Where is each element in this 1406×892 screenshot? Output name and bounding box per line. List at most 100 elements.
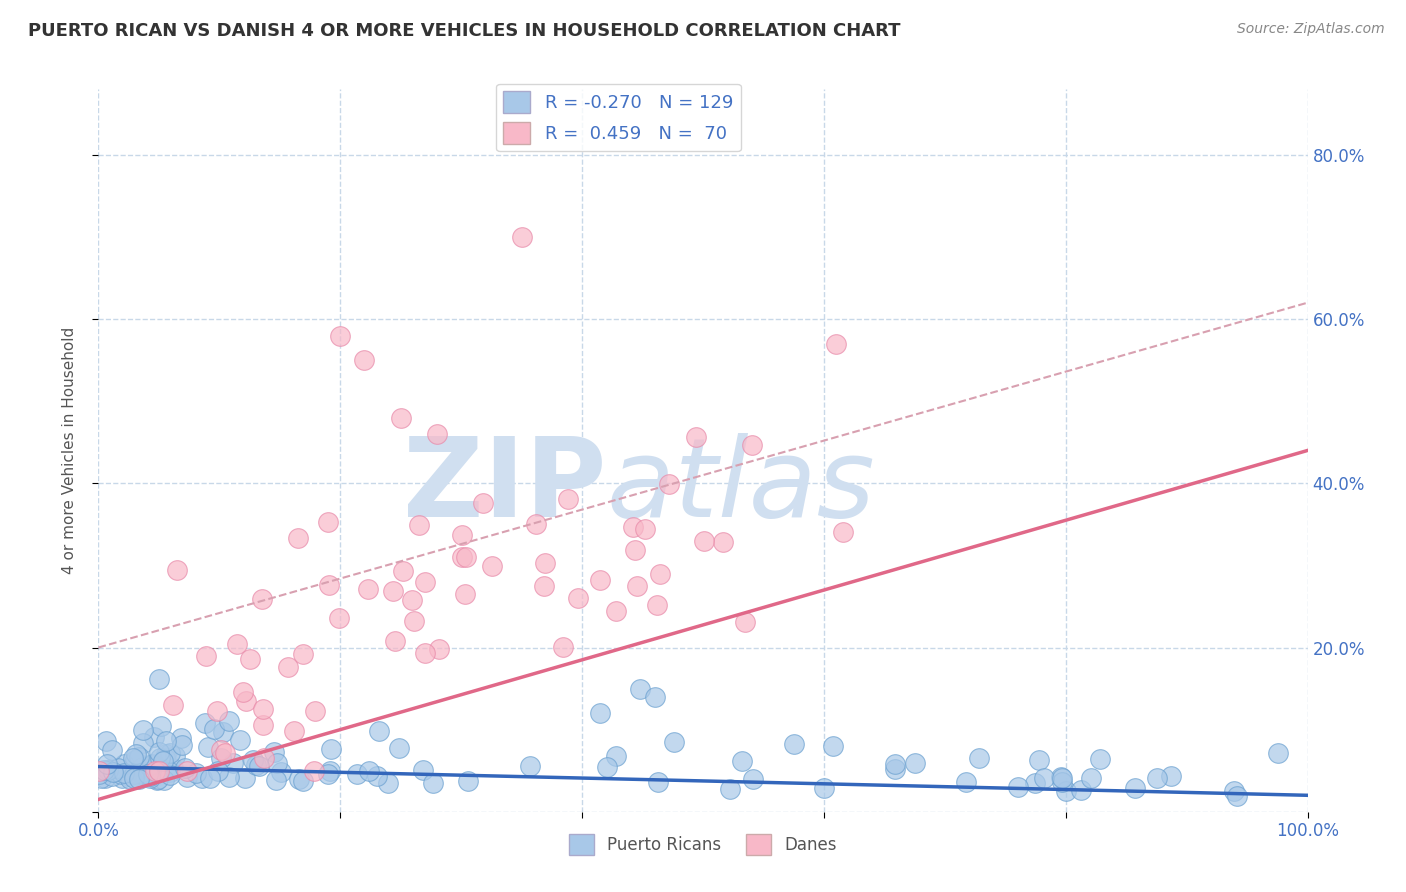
Point xyxy=(90,771,112,785)
Point xyxy=(359,764,381,778)
Point xyxy=(97,763,120,777)
Point xyxy=(404,615,426,629)
Point xyxy=(605,749,627,764)
Point xyxy=(152,772,174,787)
Point xyxy=(122,767,145,781)
Point xyxy=(377,776,399,790)
Point xyxy=(650,567,672,582)
Point xyxy=(235,694,257,708)
Point xyxy=(481,559,503,574)
Point xyxy=(96,757,118,772)
Point xyxy=(111,772,134,786)
Point xyxy=(621,520,644,534)
Point xyxy=(207,764,229,779)
Point xyxy=(107,761,129,775)
Point xyxy=(174,761,197,775)
Point xyxy=(823,739,845,753)
Point xyxy=(782,737,804,751)
Point xyxy=(120,765,142,780)
Point xyxy=(1054,784,1077,798)
Point xyxy=(214,746,236,760)
Point xyxy=(884,762,907,776)
Point xyxy=(145,766,167,780)
Point xyxy=(169,731,191,745)
Point xyxy=(1050,770,1073,784)
Point xyxy=(122,771,145,785)
Point xyxy=(211,724,233,739)
Point xyxy=(148,673,170,687)
Point xyxy=(292,648,315,662)
Point xyxy=(408,517,430,532)
Point xyxy=(122,750,145,764)
Point xyxy=(451,528,474,542)
Text: PUERTO RICAN VS DANISH 4 OR MORE VEHICLES IN HOUSEHOLD CORRELATION CHART: PUERTO RICAN VS DANISH 4 OR MORE VEHICLE… xyxy=(28,22,901,40)
Point xyxy=(1028,753,1050,767)
Point xyxy=(316,515,339,529)
Point xyxy=(534,556,557,570)
Point xyxy=(1007,780,1029,795)
Point xyxy=(270,765,292,780)
Point xyxy=(903,756,925,771)
Point xyxy=(382,584,405,599)
Point xyxy=(141,757,163,772)
Point xyxy=(205,704,228,718)
Point xyxy=(742,772,765,786)
Point xyxy=(250,591,273,606)
Point xyxy=(166,563,188,577)
Point xyxy=(87,767,110,781)
Point xyxy=(94,733,117,747)
Point xyxy=(239,652,262,666)
Point xyxy=(346,767,368,781)
Point xyxy=(218,714,240,728)
Point xyxy=(318,578,340,592)
Point xyxy=(319,764,342,779)
Point xyxy=(143,730,166,744)
Point xyxy=(139,769,162,783)
Point xyxy=(226,636,249,650)
Point xyxy=(685,430,707,444)
Point xyxy=(118,772,141,786)
Point xyxy=(136,767,159,781)
Point xyxy=(194,648,217,663)
Point xyxy=(389,410,412,425)
Point xyxy=(329,328,352,343)
Point xyxy=(152,754,174,768)
Point xyxy=(221,756,243,770)
Point xyxy=(292,774,315,789)
Point xyxy=(557,492,579,507)
Point xyxy=(658,477,681,491)
Point xyxy=(519,759,541,773)
Point xyxy=(471,496,494,510)
Point xyxy=(128,749,150,764)
Point xyxy=(1050,772,1073,786)
Point xyxy=(1070,783,1092,797)
Point xyxy=(605,604,627,618)
Point xyxy=(176,770,198,784)
Point xyxy=(287,531,309,545)
Point xyxy=(589,573,612,587)
Point xyxy=(141,757,163,772)
Point xyxy=(356,582,378,597)
Point xyxy=(832,524,855,539)
Point xyxy=(1050,775,1073,789)
Point xyxy=(1226,789,1249,803)
Point xyxy=(101,743,124,757)
Point xyxy=(813,780,835,795)
Point xyxy=(263,745,285,759)
Point xyxy=(427,642,450,657)
Point xyxy=(159,768,181,782)
Point xyxy=(159,764,181,779)
Point xyxy=(457,773,479,788)
Point xyxy=(384,633,406,648)
Text: atlas: atlas xyxy=(606,434,875,540)
Point xyxy=(194,715,217,730)
Point xyxy=(242,753,264,767)
Point xyxy=(456,550,478,565)
Text: ZIP: ZIP xyxy=(404,434,606,540)
Point xyxy=(589,706,612,720)
Point xyxy=(101,765,124,780)
Point xyxy=(955,774,977,789)
Point xyxy=(218,770,240,784)
Point xyxy=(388,740,411,755)
Point xyxy=(304,704,326,718)
